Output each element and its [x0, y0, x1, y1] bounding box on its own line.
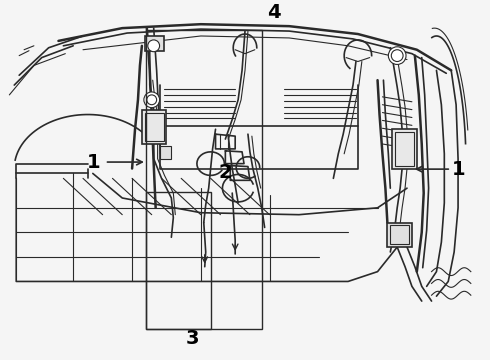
Bar [145, 113, 164, 141]
Bar [388, 222, 412, 247]
Circle shape [144, 92, 160, 108]
Bar [392, 129, 417, 168]
Text: 1: 1 [452, 159, 466, 179]
Bar [146, 30, 262, 329]
Text: 2: 2 [219, 163, 233, 182]
Circle shape [389, 47, 406, 64]
Bar [145, 36, 164, 51]
Text: 3: 3 [185, 329, 199, 348]
Text: 4: 4 [267, 4, 281, 22]
Circle shape [148, 40, 160, 52]
Bar [395, 132, 414, 166]
Bar [160, 146, 172, 159]
Text: 1: 1 [87, 153, 100, 172]
Bar [146, 192, 211, 329]
Bar [142, 110, 167, 144]
Bar [391, 225, 409, 244]
